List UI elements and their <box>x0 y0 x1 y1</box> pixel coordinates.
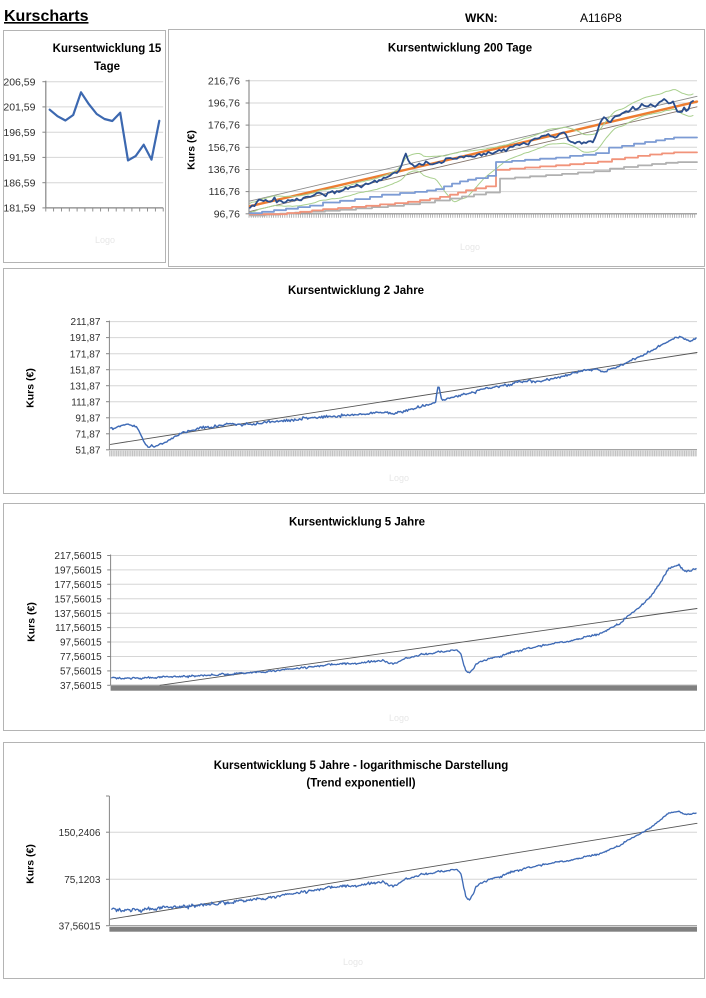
svg-text:137,56015: 137,56015 <box>54 609 102 620</box>
svg-text:Kurs (€): Kurs (€) <box>25 602 37 642</box>
svg-text:157,56015: 157,56015 <box>54 594 102 605</box>
svg-text:196,59: 196,59 <box>3 127 35 139</box>
svg-text:Logo: Logo <box>95 235 115 245</box>
svg-text:WKN:: WKN: <box>465 11 498 25</box>
svg-text:77,56015: 77,56015 <box>60 652 102 663</box>
svg-text:Kurs (€): Kurs (€) <box>25 844 37 884</box>
svg-text:201,59: 201,59 <box>3 102 35 114</box>
svg-text:196,76: 196,76 <box>208 98 240 110</box>
svg-text:Tage: Tage <box>94 61 120 73</box>
svg-text:37,56015: 37,56015 <box>60 681 102 692</box>
svg-text:150,2406: 150,2406 <box>59 828 101 839</box>
svg-text:Kurs (€): Kurs (€) <box>186 130 198 170</box>
svg-text:177,56015: 177,56015 <box>54 580 102 591</box>
svg-text:116,76: 116,76 <box>209 186 240 198</box>
svg-text:217,56015: 217,56015 <box>54 551 102 562</box>
svg-text:197,56015: 197,56015 <box>54 566 102 577</box>
svg-text:Kursentwicklung 5 Jahre - loga: Kursentwicklung 5 Jahre - logarithmische… <box>214 760 509 772</box>
svg-text:117,56015: 117,56015 <box>55 623 102 634</box>
svg-text:37,56015: 37,56015 <box>59 921 101 932</box>
svg-text:Kursentwicklung 15: Kursentwicklung 15 <box>53 43 162 55</box>
svg-text:Kurscharts: Kurscharts <box>4 8 89 25</box>
svg-text:131,87: 131,87 <box>70 381 101 392</box>
svg-text:171,87: 171,87 <box>70 349 101 360</box>
svg-text:91,87: 91,87 <box>75 413 100 424</box>
svg-text:75,1203: 75,1203 <box>64 875 101 886</box>
svg-text:Logo: Logo <box>460 242 480 252</box>
svg-text:Logo: Logo <box>389 713 409 723</box>
svg-text:151,87: 151,87 <box>70 365 101 376</box>
svg-text:Logo: Logo <box>389 473 409 483</box>
svg-text:Kursentwicklung 2 Jahre: Kursentwicklung 2 Jahre <box>288 285 424 297</box>
svg-text:Kursentwicklung 5 Jahre: Kursentwicklung 5 Jahre <box>289 517 425 529</box>
svg-text:191,87: 191,87 <box>70 333 101 344</box>
svg-text:(Trend exponentiell): (Trend exponentiell) <box>306 778 415 790</box>
svg-text:181,59: 181,59 <box>3 203 35 215</box>
svg-text:111,87: 111,87 <box>71 397 101 408</box>
svg-text:156,76: 156,76 <box>208 142 240 154</box>
svg-text:186,59: 186,59 <box>3 177 35 189</box>
svg-text:Logo: Logo <box>343 957 363 967</box>
svg-text:96,76: 96,76 <box>214 208 240 220</box>
svg-text:211,87: 211,87 <box>71 317 101 328</box>
svg-text:206,59: 206,59 <box>3 76 35 88</box>
svg-text:176,76: 176,76 <box>208 120 240 132</box>
svg-text:216,76: 216,76 <box>208 75 240 87</box>
svg-text:191,59: 191,59 <box>3 152 35 164</box>
svg-text:97,56015: 97,56015 <box>60 638 102 649</box>
svg-text:Kurs (€): Kurs (€) <box>25 368 37 408</box>
svg-text:136,76: 136,76 <box>208 164 240 176</box>
svg-text:Kursentwicklung 200 Tage: Kursentwicklung 200 Tage <box>388 43 532 55</box>
svg-text:51,87: 51,87 <box>75 445 100 456</box>
svg-text:57,56015: 57,56015 <box>60 667 102 678</box>
svg-text:A116P8: A116P8 <box>580 11 622 25</box>
svg-text:71,87: 71,87 <box>75 429 100 440</box>
